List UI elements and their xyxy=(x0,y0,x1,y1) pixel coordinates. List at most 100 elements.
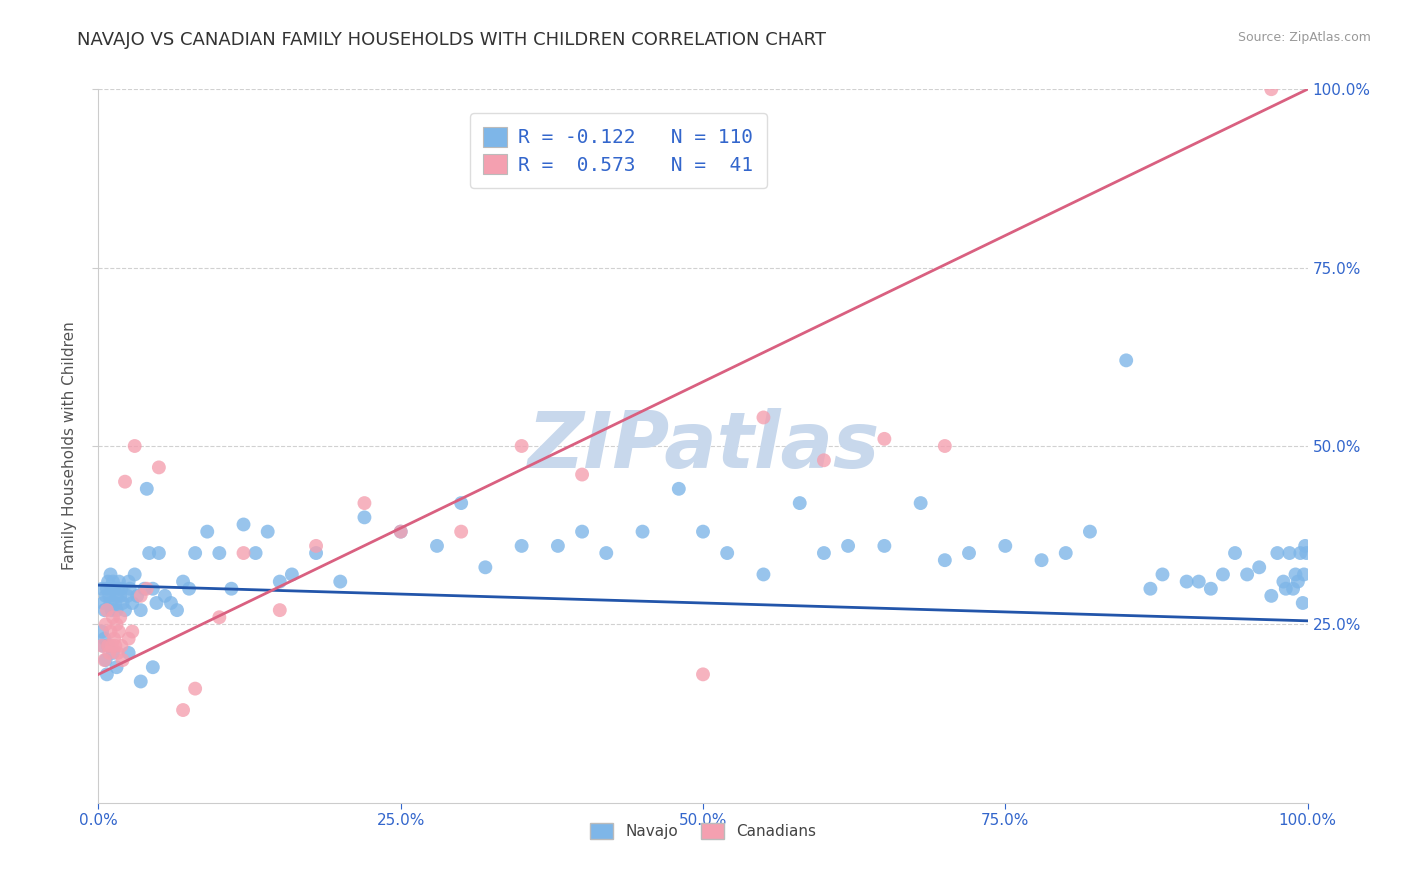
Point xyxy=(1289,546,1312,560)
Point xyxy=(571,524,593,539)
Point xyxy=(108,589,131,603)
Point xyxy=(305,546,328,560)
Point xyxy=(1272,574,1295,589)
Point xyxy=(110,639,132,653)
Point xyxy=(221,582,243,596)
Point xyxy=(1236,567,1258,582)
Point xyxy=(148,460,170,475)
Text: ZIPatlas: ZIPatlas xyxy=(527,408,879,484)
Point xyxy=(118,632,141,646)
Point xyxy=(100,624,122,639)
Point xyxy=(1139,582,1161,596)
Point xyxy=(595,546,617,560)
Point xyxy=(114,475,136,489)
Point xyxy=(1295,546,1317,560)
Point xyxy=(96,603,118,617)
Point xyxy=(692,524,714,539)
Point xyxy=(934,439,956,453)
Point xyxy=(160,596,183,610)
Point xyxy=(1294,539,1316,553)
Point xyxy=(91,639,114,653)
Point xyxy=(668,482,690,496)
Point xyxy=(111,653,134,667)
Point xyxy=(142,660,165,674)
Point xyxy=(129,674,152,689)
Point xyxy=(127,589,149,603)
Point xyxy=(105,589,128,603)
Point xyxy=(474,560,496,574)
Point xyxy=(269,574,291,589)
Point xyxy=(103,632,125,646)
Point xyxy=(98,646,121,660)
Point xyxy=(934,553,956,567)
Point xyxy=(148,546,170,560)
Point xyxy=(118,646,141,660)
Point xyxy=(232,517,254,532)
Point xyxy=(547,539,569,553)
Text: Source: ZipAtlas.com: Source: ZipAtlas.com xyxy=(1237,31,1371,45)
Point xyxy=(135,582,157,596)
Point xyxy=(107,582,129,596)
Point xyxy=(138,546,160,560)
Point xyxy=(96,667,118,681)
Point xyxy=(124,567,146,582)
Point xyxy=(94,653,117,667)
Point xyxy=(107,646,129,660)
Point xyxy=(510,439,533,453)
Point xyxy=(108,574,131,589)
Point xyxy=(103,582,125,596)
Point xyxy=(873,432,896,446)
Point xyxy=(94,617,117,632)
Point xyxy=(813,546,835,560)
Point xyxy=(1260,82,1282,96)
Point xyxy=(98,589,121,603)
Point xyxy=(101,610,124,624)
Point xyxy=(108,610,131,624)
Point xyxy=(105,603,128,617)
Point xyxy=(105,660,128,674)
Point xyxy=(208,610,231,624)
Point xyxy=(179,582,201,596)
Point xyxy=(1278,546,1301,560)
Point xyxy=(353,510,375,524)
Point xyxy=(124,439,146,453)
Point xyxy=(256,524,278,539)
Point xyxy=(994,539,1017,553)
Point xyxy=(100,582,122,596)
Point xyxy=(1115,353,1137,368)
Point xyxy=(153,589,176,603)
Point xyxy=(97,639,120,653)
Point xyxy=(91,596,114,610)
Point xyxy=(101,646,124,660)
Point xyxy=(510,539,533,553)
Point xyxy=(1282,582,1305,596)
Point xyxy=(389,524,412,539)
Point xyxy=(1292,567,1315,582)
Point xyxy=(104,596,127,610)
Point xyxy=(118,574,141,589)
Point xyxy=(571,467,593,482)
Point xyxy=(184,681,207,696)
Point xyxy=(166,603,188,617)
Point xyxy=(121,624,143,639)
Point xyxy=(752,410,775,425)
Point xyxy=(91,639,114,653)
Point xyxy=(1249,560,1271,574)
Point xyxy=(752,567,775,582)
Point xyxy=(329,574,352,589)
Point xyxy=(195,524,218,539)
Point xyxy=(142,582,165,596)
Point xyxy=(450,496,472,510)
Point xyxy=(145,596,167,610)
Point xyxy=(208,546,231,560)
Point xyxy=(1031,553,1053,567)
Point xyxy=(94,589,117,603)
Point xyxy=(100,596,122,610)
Point xyxy=(426,539,449,553)
Point xyxy=(1275,582,1298,596)
Point xyxy=(281,567,304,582)
Point xyxy=(100,639,122,653)
Point xyxy=(1188,574,1211,589)
Point xyxy=(96,582,118,596)
Point xyxy=(172,703,194,717)
